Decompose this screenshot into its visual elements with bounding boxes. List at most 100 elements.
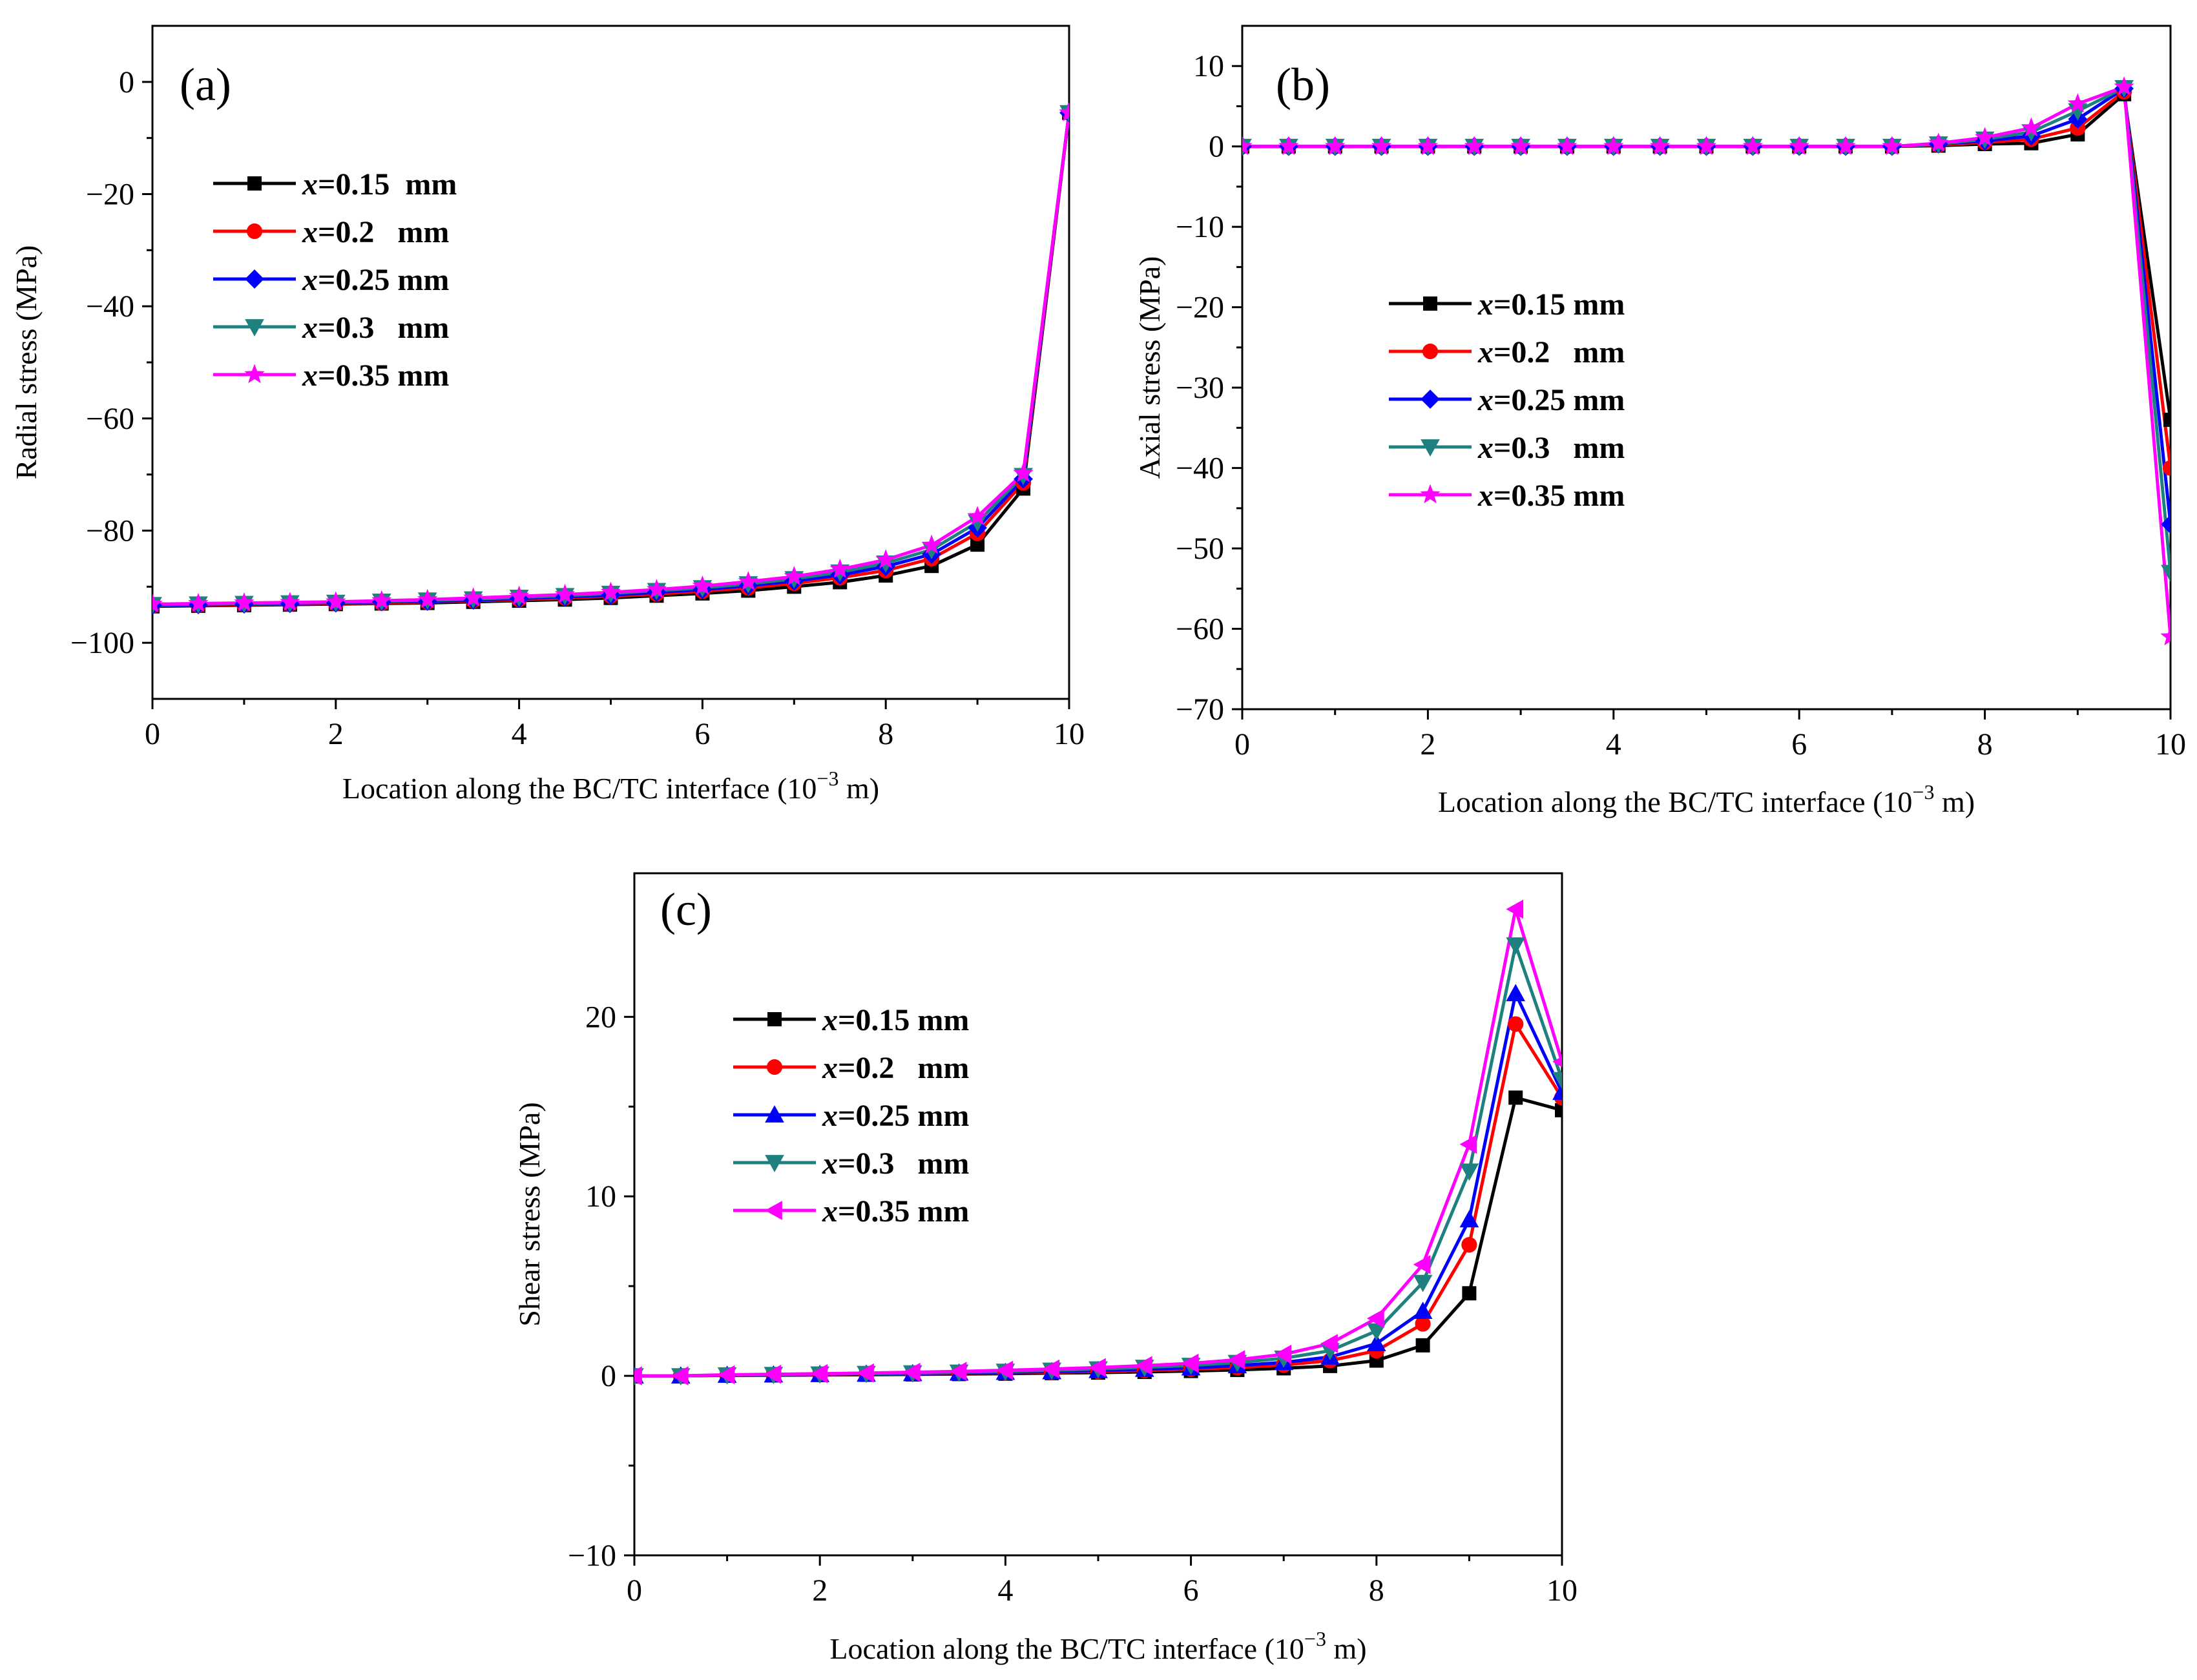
panel-label: (a) xyxy=(180,59,231,110)
series-group xyxy=(1242,76,2171,646)
data-point xyxy=(2021,117,2042,137)
data-point xyxy=(922,542,941,559)
data-point xyxy=(1928,132,1949,152)
data-point xyxy=(1462,1286,1477,1301)
legend-marker xyxy=(766,1059,783,1075)
data-point xyxy=(784,566,804,586)
chart-panel-1: 0 2 4 6 8 10 0 −20 −40 −60 −80 −100 Location along t… xyxy=(10,25,1085,805)
x-tick-label: 8 xyxy=(1977,727,1993,762)
chart-panel-3: 0 2 4 6 8 10 20 10 0 −10 Location along the BC/TC … xyxy=(513,872,1577,1665)
data-point xyxy=(280,592,300,611)
legend-entry: x=0.2 mm xyxy=(1477,335,1625,369)
data-point xyxy=(1552,1056,1562,1068)
data-point xyxy=(1274,1344,1292,1364)
x-tick-label: 10 xyxy=(1546,1573,1577,1608)
y-axis-label: Shear stress (MPa) xyxy=(513,1102,546,1327)
data-point xyxy=(2067,93,2088,113)
data-point xyxy=(857,1363,874,1383)
x-tick-label: 4 xyxy=(512,717,527,751)
data-point xyxy=(1506,937,1526,955)
data-point xyxy=(1552,1083,1562,1100)
legend-entry: x=0.35 mm xyxy=(822,1194,969,1229)
x-axis-label: Location along the BC/TC interface (10−3… xyxy=(829,1627,1366,1665)
legend: x=0.15 mm x=0.2 mm x=0.25 mm x=0.3 mm x=0.35… xyxy=(1389,287,1625,513)
data-point xyxy=(1413,1274,1433,1292)
y-tick-label: −60 xyxy=(86,402,134,436)
legend: x=0.15 mm x=0.2 mm x=0.25 mm x=0.3 mm x=0.35… xyxy=(733,1003,969,1229)
y-tick-label: −10 xyxy=(568,1539,616,1573)
data-point xyxy=(1366,1309,1384,1329)
x-tick-label: 0 xyxy=(1234,727,1250,762)
legend-marker xyxy=(244,364,265,384)
data-point xyxy=(1506,984,1526,1002)
y-tick-label: −60 xyxy=(1176,612,1224,647)
x-tick-label: 6 xyxy=(1183,1573,1199,1608)
x-tick-label: 10 xyxy=(1054,717,1085,751)
legend-marker xyxy=(1421,439,1440,457)
data-point xyxy=(1320,1334,1338,1353)
legend-entry: x=0.3 mm xyxy=(822,1146,969,1181)
panel-label: (c) xyxy=(660,884,712,935)
legend-marker xyxy=(1420,484,1441,504)
legend-entry: x=0.25 mm xyxy=(302,263,449,297)
data-point xyxy=(1696,136,1717,156)
y-tick-label: −20 xyxy=(86,178,134,212)
data-point xyxy=(1510,136,1531,156)
data-point xyxy=(949,1362,967,1382)
data-point xyxy=(1415,1316,1431,1332)
x-axis-label: Location along the BC/TC interface (10−3… xyxy=(1438,780,1975,818)
legend-entry: x=0.2 mm xyxy=(302,215,449,249)
y-tick-label: 20 xyxy=(585,1000,616,1034)
y-tick-label: −100 xyxy=(70,626,134,660)
data-point xyxy=(1882,136,1902,156)
data-point xyxy=(2161,565,2171,583)
data-point xyxy=(1464,136,1484,156)
data-point xyxy=(1415,1338,1430,1353)
legend-marker xyxy=(1423,296,1437,311)
data-point xyxy=(671,1366,689,1385)
legend-entry: x=0.15 mm xyxy=(822,1003,969,1037)
legend-entry: x=0.3 mm xyxy=(302,311,449,345)
data-point xyxy=(1088,1358,1106,1378)
series-group xyxy=(152,102,1069,615)
chart-panel-2: 0 2 4 6 8 10 10 0 −10 −20 −30 −40 −50 −60 −70 Location … xyxy=(1133,25,2186,818)
y-tick-label: 10 xyxy=(585,1179,616,1214)
x-tick-label: 2 xyxy=(1420,727,1435,762)
data-point xyxy=(921,534,942,554)
x-tick-label: 6 xyxy=(1791,727,1807,762)
data-point xyxy=(1417,136,1439,156)
data-point xyxy=(1555,1103,1562,1117)
data-point xyxy=(2162,460,2171,476)
data-point xyxy=(1366,1334,1386,1351)
legend-marker xyxy=(1421,389,1440,409)
x-tick-label: 4 xyxy=(997,1573,1013,1608)
data-point xyxy=(1650,136,1671,156)
y-tick-label: −20 xyxy=(1176,291,1224,325)
data-point xyxy=(508,585,530,605)
y-tick-label: 0 xyxy=(119,65,134,99)
data-point xyxy=(1508,1016,1524,1032)
data-point xyxy=(1742,136,1763,156)
legend-marker xyxy=(765,1155,784,1172)
panel-label: (b) xyxy=(1276,59,1330,110)
legend-marker xyxy=(765,1105,784,1123)
data-point xyxy=(1459,1210,1479,1228)
y-axis-label: Axial stress (MPa) xyxy=(1133,256,1166,479)
y-tick-label: −50 xyxy=(1176,532,1224,566)
legend-entry: x=0.25 mm xyxy=(1477,383,1625,417)
y-tick-label: −70 xyxy=(1176,692,1224,727)
data-point xyxy=(967,506,988,526)
data-point xyxy=(738,571,758,590)
y-tick-label: −40 xyxy=(1176,451,1224,486)
data-point xyxy=(371,590,392,610)
legend-entry: x=0.3 mm xyxy=(1477,431,1625,465)
data-point xyxy=(717,1365,735,1385)
data-point xyxy=(634,1366,642,1385)
legend-marker xyxy=(245,269,264,289)
data-point xyxy=(1413,1254,1431,1274)
x-tick-label: 2 xyxy=(812,1573,828,1608)
data-point xyxy=(810,1364,828,1384)
data-point xyxy=(326,591,346,611)
data-point xyxy=(902,1362,921,1382)
